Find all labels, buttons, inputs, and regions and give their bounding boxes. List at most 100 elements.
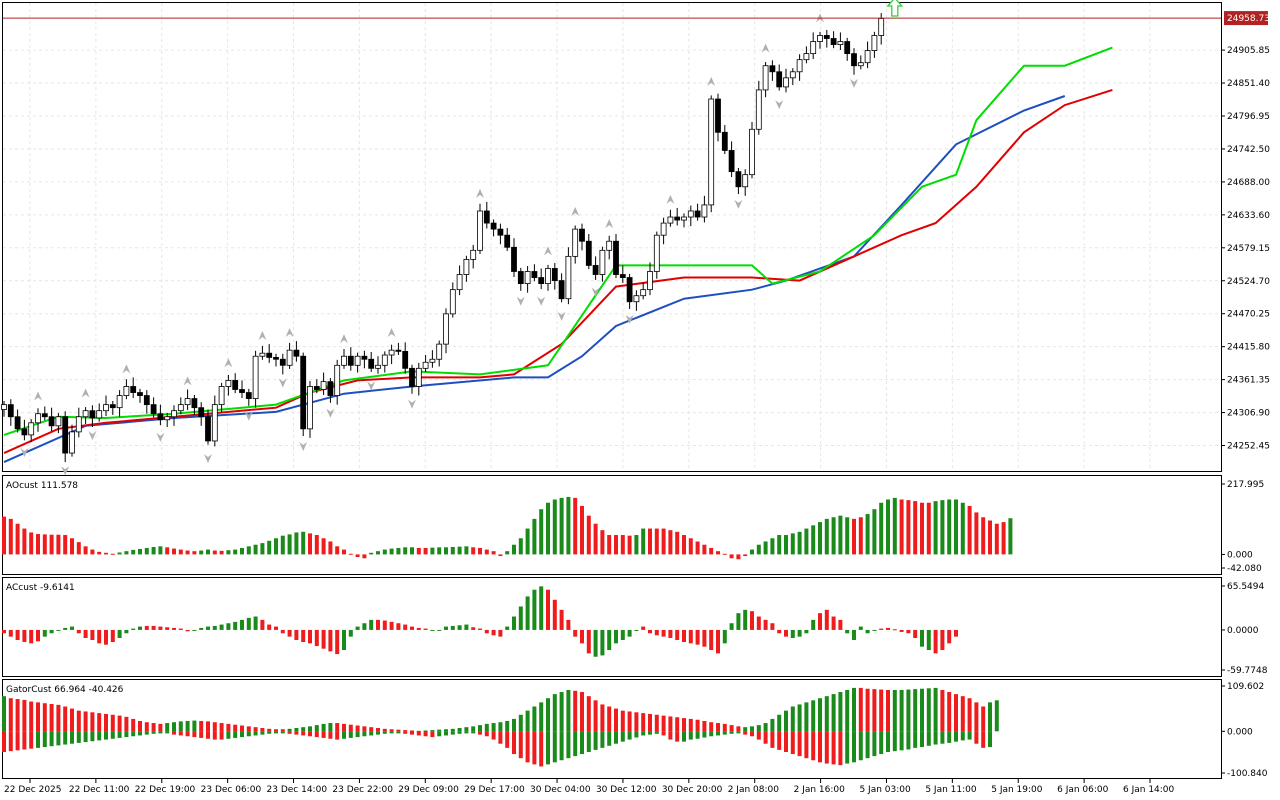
ac-bar <box>328 629 333 652</box>
bear-candle <box>585 240 592 266</box>
ac-bar <box>600 629 605 656</box>
bull-candle <box>524 271 531 284</box>
bear-candle <box>368 358 375 369</box>
ao-bar <box>90 549 95 555</box>
ao-bar <box>498 554 503 557</box>
gator-upper-bar <box>763 723 768 732</box>
ao-bar <box>403 547 408 555</box>
fractal-down-icon <box>408 399 416 409</box>
gator-lower-bar <box>151 731 156 734</box>
bear-candle <box>157 413 164 421</box>
ac-bar <box>872 629 877 631</box>
gator-upper-bar <box>532 706 537 732</box>
bull-candle <box>572 228 579 257</box>
ac-bar <box>484 629 489 634</box>
ac-bar <box>321 629 326 649</box>
ao-bar <box>484 549 489 555</box>
bear-candle <box>592 265 599 275</box>
gator-pane[interactable]: GatorCust 66.964 -40.426 109.602 0.000 -10… <box>2 679 1268 780</box>
gator-lower-bar <box>682 731 686 742</box>
gator-upper-bar <box>899 689 904 732</box>
gator-lower-bar <box>811 731 816 761</box>
ac-bar <box>457 625 462 630</box>
price-tag-background <box>1224 11 1268 26</box>
gator-upper-bar <box>654 714 659 732</box>
gator-upper-bar <box>750 726 754 732</box>
bull-candle <box>171 410 177 418</box>
gator-lower-bar <box>804 731 809 759</box>
fractal-down-icon <box>204 454 212 464</box>
gator-lower-bar <box>532 731 537 765</box>
fractal-down-icon <box>557 311 566 321</box>
gator-upper-bar <box>505 720 510 732</box>
ao-bar <box>614 535 618 555</box>
ac-bar <box>586 629 591 654</box>
gator-upper-bar <box>518 714 523 732</box>
gator-upper-bar <box>661 715 666 732</box>
axis-tick-label: 0.000 <box>1227 550 1253 560</box>
price-tag-text: 24958.73 <box>1227 14 1270 24</box>
axis-tick-label: 0.000 <box>1227 727 1253 737</box>
ac-bar <box>777 629 782 634</box>
gator-lower-bar <box>294 731 299 735</box>
gator-lower-bar <box>29 731 34 749</box>
ac-bar <box>240 619 244 630</box>
ao-pane[interactable]: AOcust 111.578 217.995 0.000 -42.080 <box>2 475 1264 575</box>
gator-lower-bar <box>641 731 646 736</box>
fractal-down-icon <box>591 287 600 297</box>
fractal-up-icon <box>761 43 770 53</box>
gator-lower-bar <box>471 731 476 734</box>
ac-bar <box>280 629 285 634</box>
gator-lower-bar <box>342 731 346 739</box>
gator-lower-bar <box>865 731 870 759</box>
ao-bar <box>49 534 54 555</box>
gator-lower-bar <box>192 731 197 738</box>
bear-candle <box>517 271 524 284</box>
time-tick-label: 5 Jan 11:00 <box>925 785 977 795</box>
gator-upper-bar <box>471 726 476 732</box>
gator-lower-bar <box>845 731 850 764</box>
ao-bar <box>423 547 428 555</box>
ac-bar <box>518 606 523 630</box>
ac-histogram <box>2 586 958 657</box>
ac-bar <box>185 629 190 632</box>
price-tick-label: 24688.00 <box>1227 178 1270 188</box>
bear-candle <box>483 210 490 224</box>
gator-upper-bar <box>580 692 584 732</box>
gator-lower-bar <box>920 731 924 748</box>
ac-bar <box>2 629 6 634</box>
ao-bar <box>464 546 469 555</box>
gator-upper-bar <box>403 730 408 732</box>
gator-upper-bar <box>872 689 877 732</box>
gator-upper-bar <box>348 724 353 732</box>
ao-bar <box>886 499 890 555</box>
bull-candle <box>436 343 443 360</box>
ac-bar <box>954 629 958 637</box>
bull-candle <box>599 249 606 275</box>
gator-upper-bar <box>151 723 156 732</box>
price-tick-label: 24470.25 <box>1227 310 1270 320</box>
gator-lower-bar <box>716 731 720 736</box>
gator-lower-bar <box>206 731 210 739</box>
ac-pane[interactable]: ACcust -9.6141 65.5494 0.0000 -59.7748 <box>2 577 1268 677</box>
gator-upper-bar <box>42 703 47 732</box>
time-tick-label: 30 Dec 04:00 <box>530 785 591 795</box>
bull-candle <box>96 410 103 419</box>
ao-bar <box>607 535 612 555</box>
gator-upper-bar <box>15 699 20 732</box>
ao-bar <box>559 497 564 555</box>
ao-bar <box>212 550 217 555</box>
bear-candle <box>823 35 830 39</box>
ao-bar <box>852 518 856 555</box>
ao-bar <box>1008 518 1013 555</box>
gator-lower-bar <box>512 731 516 755</box>
gator-upper-bar <box>539 702 544 732</box>
bear-candle <box>721 131 728 151</box>
main-price-pane[interactable]: 24905.85 24851.40 24796.95 24742.50 24688.00… <box>1 0 1271 476</box>
ac-bar <box>920 629 924 647</box>
gator-upper-bar <box>933 687 938 732</box>
ac-bar <box>151 625 156 630</box>
gator-upper-bar <box>110 714 115 732</box>
gator-upper-bar <box>2 696 6 732</box>
gator-lower-bar <box>376 731 380 735</box>
